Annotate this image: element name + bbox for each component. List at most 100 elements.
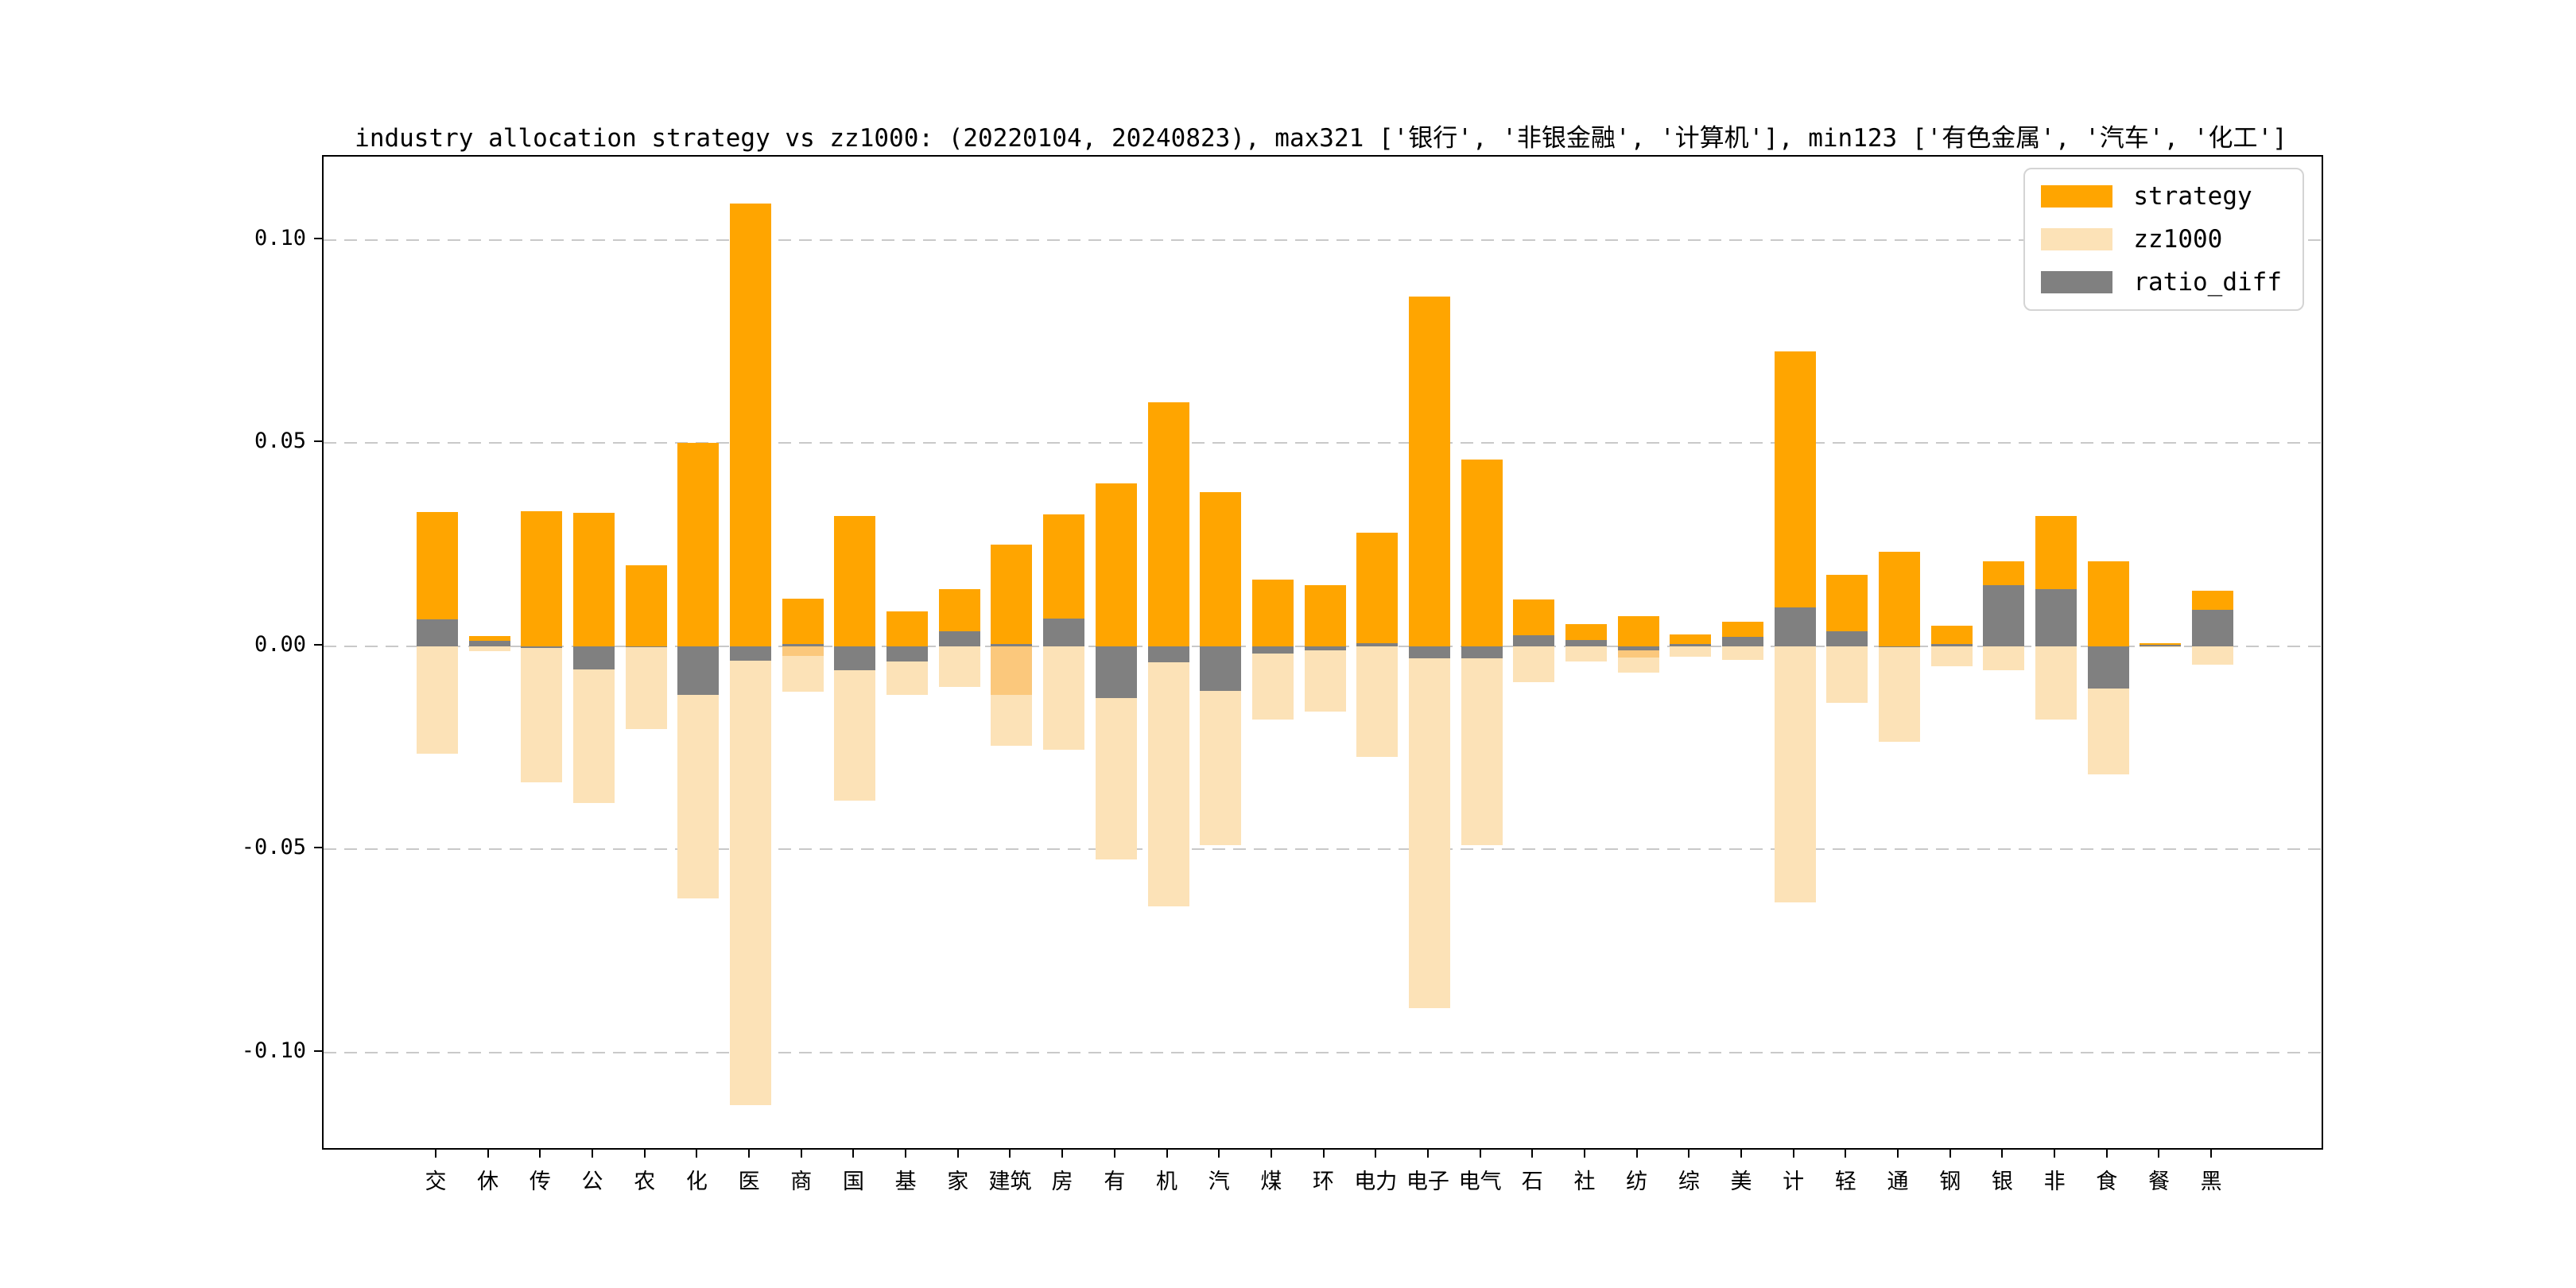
- bar-zz1000-传: [521, 646, 563, 783]
- legend-patch-ratio-diff: [2041, 271, 2113, 293]
- legend-label-strategy: strategy: [2133, 182, 2252, 211]
- bar-zz1000-环: [1304, 646, 1346, 712]
- xtick-mark-非: [2054, 1148, 2056, 1158]
- xtick-mark-休: [487, 1148, 489, 1158]
- xtick-label-电力: 电力: [1354, 1170, 1398, 1194]
- chart-title: industry allocation strategy vs zz1000: …: [355, 124, 2287, 153]
- bar-ratio-diff-石: [1513, 635, 1555, 646]
- bar-strategy-计: [1774, 351, 1816, 646]
- ytick-mark: [314, 237, 322, 239]
- bar-ratio-diff-农: [625, 646, 667, 648]
- bar-ratio-diff-计: [1774, 607, 1816, 646]
- xtick-mark-餐: [2158, 1148, 2160, 1158]
- bar-ratio-diff-电气: [1461, 646, 1503, 659]
- xtick-label-医: 医: [738, 1170, 760, 1194]
- bar-strategy-传: [521, 510, 563, 646]
- bar-zz1000-国: [834, 646, 876, 801]
- xtick-mark-石: [1531, 1148, 1534, 1158]
- bar-strategy-汽: [1200, 491, 1242, 646]
- legend: strategy zz1000 ratio_diff: [2023, 168, 2304, 311]
- ytick-mark: [314, 1049, 322, 1052]
- xtick-mark-纺: [1635, 1148, 1638, 1158]
- xtick-label-传: 传: [529, 1170, 551, 1194]
- bar-zz1000-电子: [1408, 646, 1450, 1008]
- bar-zz1000-休: [468, 646, 510, 651]
- bar-zz1000-通: [1879, 646, 1921, 742]
- xtick-label-电子: 电子: [1406, 1170, 1449, 1194]
- bar-zz1000-机: [1147, 646, 1189, 906]
- bar-strategy-餐: [2140, 642, 2182, 646]
- bar-zz1000-轻: [1826, 646, 1868, 704]
- bar-zz1000-煤: [1251, 646, 1294, 720]
- bar-strategy-综: [1670, 634, 1712, 646]
- bar-zz1000-社: [1565, 646, 1607, 662]
- bar-strategy-煤: [1251, 579, 1294, 646]
- bar-zz1000-电力: [1356, 646, 1399, 757]
- bar-strategy-国: [834, 516, 876, 646]
- xtick-mark-钢: [1949, 1148, 1951, 1158]
- bar-ratio-diff-房: [1043, 619, 1085, 646]
- bar-ratio-diff-汽: [1200, 646, 1242, 692]
- bar-overlap-建筑: [991, 646, 1033, 696]
- xtick-label-机: 机: [1156, 1170, 1178, 1194]
- bar-ratio-diff-医: [730, 646, 772, 661]
- bar-ratio-diff-煤: [1251, 646, 1294, 654]
- bar-ratio-diff-黑: [2192, 609, 2234, 646]
- bar-strategy-纺: [1617, 615, 1659, 646]
- xtick-mark-综: [1688, 1148, 1690, 1158]
- xtick-label-建筑: 建筑: [988, 1170, 1032, 1194]
- bar-ratio-diff-商: [782, 643, 824, 646]
- bar-strategy-有: [1095, 483, 1137, 646]
- xtick-label-化: 化: [685, 1170, 708, 1194]
- xtick-mark-农: [643, 1148, 646, 1158]
- bar-ratio-diff-非: [2035, 589, 2077, 646]
- bar-zz1000-石: [1513, 646, 1555, 682]
- xtick-label-基: 基: [894, 1170, 917, 1194]
- bar-ratio-diff-基: [886, 646, 929, 661]
- bar-strategy-电力: [1356, 532, 1399, 646]
- bar-ratio-diff-综: [1670, 644, 1712, 646]
- bar-ratio-diff-传: [521, 646, 563, 649]
- bar-ratio-diff-纺: [1617, 646, 1659, 650]
- legend-label-ratio-diff: ratio_diff: [2133, 268, 2282, 297]
- bar-strategy-通: [1879, 552, 1921, 646]
- bar-ratio-diff-建筑: [991, 644, 1033, 646]
- bar-strategy-钢: [1930, 626, 1973, 646]
- bar-ratio-diff-食: [2087, 646, 2129, 689]
- bar-strategy-公: [573, 513, 615, 646]
- xtick-mark-化: [696, 1148, 698, 1158]
- xtick-label-休: 休: [477, 1170, 499, 1194]
- gridline-0.10: [324, 239, 2322, 241]
- gridline--0.05: [324, 848, 2322, 851]
- bar-zz1000-银: [1983, 646, 2025, 671]
- bar-ratio-diff-休: [468, 641, 510, 646]
- legend-entry-ratio-diff: ratio_diff: [2041, 268, 2282, 297]
- ytick-label-0.05: 0.05: [254, 429, 306, 454]
- bar-ratio-diff-美: [1722, 636, 1763, 646]
- bar-ratio-diff-钢: [1930, 644, 1973, 646]
- bar-ratio-diff-电子: [1408, 646, 1450, 659]
- xtick-mark-国: [852, 1148, 855, 1158]
- xtick-label-非: 非: [2043, 1170, 2066, 1194]
- legend-patch-zz1000: [2041, 228, 2113, 250]
- bar-ratio-diff-国: [834, 646, 876, 671]
- ytick-mark: [314, 847, 322, 849]
- bar-strategy-农: [625, 564, 667, 646]
- bar-zz1000-公: [573, 646, 615, 803]
- xtick-label-商: 商: [790, 1170, 813, 1194]
- xtick-mark-机: [1166, 1148, 1168, 1158]
- bar-strategy-商: [782, 599, 824, 646]
- bar-ratio-diff-有: [1095, 646, 1137, 699]
- bar-zz1000-非: [2035, 646, 2077, 720]
- bar-strategy-食: [2087, 561, 2129, 646]
- bar-ratio-diff-电力: [1356, 642, 1399, 646]
- xtick-mark-轻: [1845, 1148, 1847, 1158]
- xtick-mark-医: [748, 1148, 751, 1158]
- xtick-label-计: 计: [1783, 1170, 1805, 1194]
- gridline--0.10: [324, 1051, 2322, 1053]
- xtick-label-餐: 餐: [2147, 1170, 2170, 1194]
- bar-zz1000-交: [417, 646, 458, 755]
- xtick-mark-汽: [1218, 1148, 1220, 1158]
- bar-strategy-建筑: [991, 545, 1033, 646]
